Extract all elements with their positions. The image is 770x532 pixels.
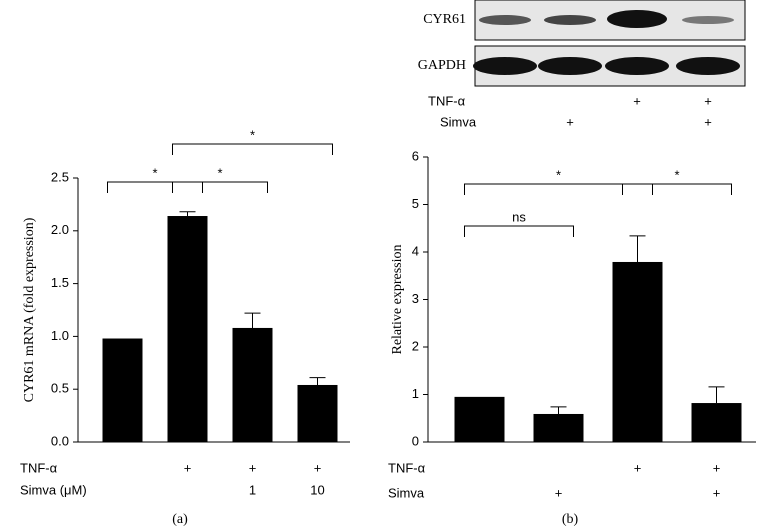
band (538, 57, 602, 75)
y-axis-label: CYR61 mRNA (fold expression) (22, 217, 37, 402)
error-bar (550, 406, 567, 414)
band (605, 57, 669, 75)
blot-condition-mark: + (633, 93, 641, 108)
bar (232, 327, 273, 442)
significance-bracket (172, 181, 268, 193)
bar (454, 396, 505, 442)
condition-mark: + (713, 460, 721, 475)
condition-mark: + (634, 460, 642, 475)
condition-name: Simva (μM) (20, 482, 87, 497)
y-axis-label: Relative expression (390, 244, 405, 354)
condition-mark: + (555, 485, 563, 500)
condition-name: TNF-α (388, 460, 426, 475)
condition-mark: + (713, 485, 721, 500)
panel-label: (a) (172, 512, 188, 527)
y-tick-label: 2.5 (51, 169, 69, 184)
condition-mark: + (314, 460, 322, 475)
significance-bracket (464, 183, 653, 195)
error-bar (629, 235, 646, 262)
y-tick-label: 3 (412, 291, 419, 306)
y-tick-label: 1.5 (51, 275, 69, 290)
blot-condition-name: TNF-α (428, 93, 466, 108)
significance-label: * (556, 167, 561, 182)
error-bar (309, 377, 326, 385)
y-tick-label: 5 (412, 196, 419, 211)
band (479, 15, 531, 25)
y-tick-label: 2.0 (51, 222, 69, 237)
y-tick-label: 2 (412, 338, 419, 353)
significance-bracket (172, 143, 333, 155)
y-tick-label: 4 (412, 243, 419, 258)
y-tick-label: 1 (412, 386, 419, 401)
condition-mark: 1 (249, 482, 256, 497)
bar (691, 403, 742, 442)
band (676, 57, 740, 75)
significance-bracket (622, 183, 732, 195)
blot-label: GAPDH (418, 58, 466, 73)
significance-bracket (107, 181, 203, 193)
condition-name: TNF-α (20, 460, 58, 475)
band (607, 10, 667, 28)
error-bar (244, 312, 261, 328)
blot-condition-name: Simva (440, 114, 477, 129)
blot-condition-mark: + (704, 93, 712, 108)
bar (533, 413, 584, 442)
significance-label: * (152, 165, 157, 180)
band (473, 57, 537, 75)
y-tick-label: 0 (412, 433, 419, 448)
bar (102, 338, 143, 442)
significance-label: * (674, 167, 679, 182)
y-tick-label: 0.5 (51, 381, 69, 396)
bar (612, 261, 663, 442)
panel-label: (b) (562, 512, 579, 527)
condition-mark: + (249, 460, 257, 475)
blot-condition-mark: + (704, 114, 712, 129)
significance-bracket (464, 225, 574, 237)
significance-label: ns (512, 209, 526, 224)
blot-label: CYR61 (423, 12, 466, 27)
significance-label: * (250, 127, 255, 142)
y-tick-label: 6 (412, 148, 419, 163)
error-bar (179, 211, 196, 217)
blot-condition-mark: + (566, 114, 574, 129)
condition-name: Simva (388, 485, 425, 500)
bar (297, 384, 338, 442)
significance-label: * (217, 165, 222, 180)
bar (167, 216, 208, 442)
y-tick-label: 1.0 (51, 328, 69, 343)
band (544, 15, 596, 25)
y-tick-label: 0.0 (51, 433, 69, 448)
band (682, 16, 734, 24)
condition-mark: 10 (310, 482, 324, 497)
blot (473, 0, 746, 87)
condition-mark: + (184, 460, 192, 475)
error-bar (708, 386, 725, 404)
